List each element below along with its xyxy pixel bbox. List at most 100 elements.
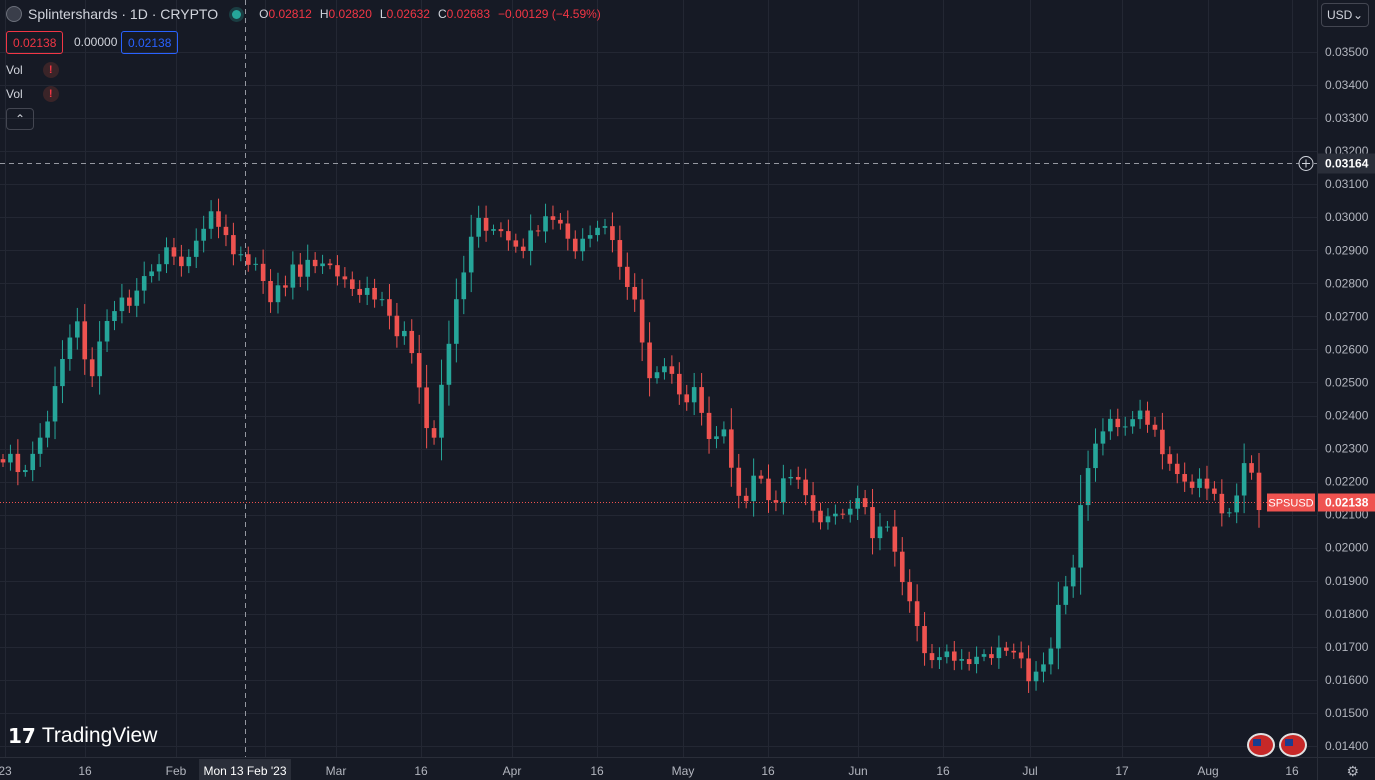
warning-icon[interactable]: ! (42, 86, 59, 102)
candle (1219, 493, 1225, 514)
chevron-down-icon: ⌄ (1352, 8, 1363, 22)
candle (446, 343, 452, 385)
y-tick-label: 0.02800 (1325, 276, 1369, 290)
candle (15, 453, 21, 473)
candle (587, 235, 593, 239)
candle (476, 217, 481, 237)
currency-select[interactable]: USD ⌄ (1321, 3, 1369, 27)
candle (862, 498, 868, 508)
candle (283, 285, 288, 288)
candle (491, 229, 496, 231)
symbol-title[interactable]: Splintershards · 1D · CRYPTO (28, 6, 219, 22)
candle (766, 478, 771, 501)
candle (275, 285, 281, 303)
gear-icon[interactable]: ⚙ (1346, 763, 1359, 779)
candle (520, 246, 526, 251)
candle (877, 526, 883, 539)
candle (639, 299, 645, 343)
candle (1241, 463, 1247, 496)
candle (409, 330, 415, 354)
candle (268, 281, 273, 303)
candle (290, 264, 296, 288)
currency-value: USD (1327, 8, 1353, 22)
candle (714, 436, 719, 439)
candle (669, 366, 675, 374)
candle (1004, 647, 1009, 651)
candle (112, 311, 117, 322)
candle (1130, 419, 1135, 427)
candle (394, 315, 400, 337)
candle (186, 256, 192, 267)
candle (951, 651, 957, 661)
candle (743, 495, 749, 502)
candle (929, 653, 935, 661)
candle (632, 286, 638, 300)
candle (543, 216, 548, 232)
tradingview-logo[interactable]: 17 TradingView (8, 724, 157, 748)
candle (82, 321, 88, 360)
candle (22, 470, 28, 473)
collapse-legend-button[interactable]: ⌃ (6, 108, 34, 130)
y-tick-label: 0.02900 (1325, 243, 1369, 257)
candle (736, 467, 742, 496)
last-price-marker (1318, 493, 1375, 512)
candle (966, 659, 972, 665)
candle (558, 219, 563, 224)
y-tick-label: 0.03300 (1325, 111, 1369, 125)
candle (989, 654, 994, 659)
ohlc-change: −0.00129 (−4.59%) (498, 7, 601, 21)
candle (1041, 664, 1046, 672)
candle (327, 263, 333, 266)
candle (349, 279, 355, 289)
warning-icon[interactable]: ! (42, 62, 59, 78)
candles (0, 198, 1262, 693)
candle (959, 659, 965, 661)
candle (1234, 495, 1240, 513)
candle (231, 235, 236, 255)
candle (439, 384, 444, 438)
candle (1145, 410, 1150, 425)
candle (1174, 463, 1180, 475)
candle (1063, 586, 1069, 605)
candle (907, 582, 913, 602)
candle (483, 217, 489, 231)
y-tick-label: 0.02300 (1325, 442, 1369, 456)
candle (937, 657, 942, 661)
x-tick-label: 16 (78, 764, 92, 778)
x-tick-label: Aug (1197, 764, 1218, 778)
candle (922, 626, 927, 654)
candle (699, 387, 704, 413)
buy-price-box[interactable]: 0.02138 (121, 31, 179, 54)
candle (847, 508, 853, 515)
candle (684, 394, 690, 403)
indicator-vol-1[interactable]: Vol ! (6, 62, 59, 78)
candle (179, 256, 184, 267)
candle (595, 227, 600, 236)
indicator-label: Vol (6, 87, 23, 101)
candle (528, 230, 533, 251)
candle (513, 240, 519, 247)
candle (1197, 478, 1202, 488)
y-tick-label: 0.01500 (1325, 706, 1369, 720)
candle (119, 297, 125, 312)
candle (974, 656, 979, 665)
candle (899, 551, 905, 583)
candle (342, 276, 348, 280)
crosshair-date-marker (199, 759, 291, 780)
spread-value: 0.00000 (74, 34, 118, 49)
x-axis-labels: 23 16 Feb Mar 16 Apr 16 May 16 Jun 16 Jul 17 Aug 16 (0, 764, 1299, 778)
candle (944, 651, 950, 658)
candle (1056, 604, 1061, 649)
x-tick-label: 17 (1115, 764, 1129, 778)
y-tick-label: 0.03100 (1325, 177, 1369, 191)
candle (580, 238, 585, 252)
sell-price-box[interactable]: 0.02138 (6, 31, 64, 54)
candle (1070, 567, 1076, 587)
x-tick-label: Feb (166, 764, 187, 778)
indicator-vol-2[interactable]: Vol ! (6, 86, 59, 102)
candle (67, 337, 73, 360)
crosshair-price-label: 0.03164 (1325, 157, 1369, 171)
candle (825, 516, 831, 523)
candle (1256, 472, 1262, 511)
